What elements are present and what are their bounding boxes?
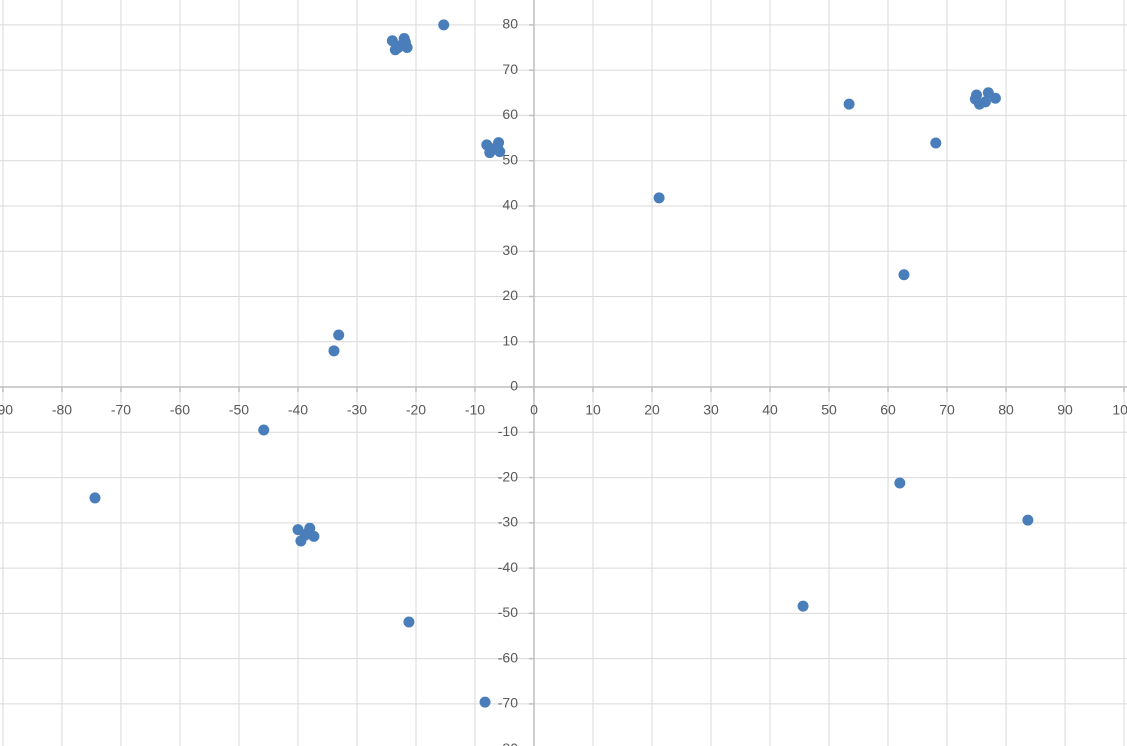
y-tick-label: -20 <box>498 468 518 484</box>
point <box>843 98 855 110</box>
point <box>392 42 404 54</box>
point <box>989 92 1001 104</box>
point <box>479 696 491 708</box>
x-tick-label: -80 <box>52 402 72 418</box>
y-tick-label: 50 <box>502 151 518 167</box>
x-tick-label: 70 <box>939 402 955 418</box>
x-tick-label: 30 <box>703 402 719 418</box>
y-tick-label: -40 <box>498 559 518 575</box>
point <box>898 269 910 281</box>
x-tick-label: 20 <box>644 402 660 418</box>
y-tick-label: 70 <box>502 61 518 77</box>
y-tick-label: 20 <box>502 287 518 303</box>
x-tick-label: -30 <box>347 402 367 418</box>
y-tick-label: -10 <box>498 423 518 439</box>
x-tick-label: -90 <box>0 402 13 418</box>
x-tick-label: -70 <box>111 402 131 418</box>
y-tick-label: 60 <box>502 106 518 122</box>
point <box>258 424 270 436</box>
y-tick-label: 80 <box>502 16 518 32</box>
x-tick-label: 40 <box>762 402 778 418</box>
point <box>491 140 503 152</box>
point <box>403 616 415 628</box>
y-tick-label: 10 <box>502 332 518 348</box>
x-tick-label: -60 <box>170 402 190 418</box>
y-tick-label: -80 <box>498 740 518 746</box>
point <box>969 93 981 105</box>
x-tick-label: -20 <box>406 402 426 418</box>
x-tick-label: 10 <box>585 402 601 418</box>
point <box>328 345 340 357</box>
y-tick-label: -70 <box>498 695 518 711</box>
point <box>89 492 101 504</box>
point <box>1022 514 1034 526</box>
x-tick-label: -50 <box>229 402 249 418</box>
point <box>797 600 809 612</box>
x-tick-label: 60 <box>880 402 896 418</box>
x-tick-label: 80 <box>998 402 1014 418</box>
x-tick-label: 90 <box>1057 402 1073 418</box>
y-tick-label: -30 <box>498 514 518 530</box>
x-tick-label: 100 <box>1112 402 1127 418</box>
point <box>303 526 315 538</box>
y-tick-label: 30 <box>502 242 518 258</box>
y-tick-label: 40 <box>502 197 518 213</box>
point <box>930 137 942 149</box>
point <box>653 192 665 204</box>
x-tick-label: 0 <box>530 402 538 418</box>
x-tick-label: -40 <box>288 402 308 418</box>
y-tick-label: -50 <box>498 604 518 620</box>
point <box>979 96 991 108</box>
x-tick-label: -10 <box>465 402 485 418</box>
point <box>438 19 450 31</box>
y-tick-label: -60 <box>498 649 518 665</box>
y-tick-label: 0 <box>510 378 518 394</box>
point <box>894 477 906 489</box>
point <box>333 329 345 341</box>
x-tick-label: 50 <box>821 402 837 418</box>
